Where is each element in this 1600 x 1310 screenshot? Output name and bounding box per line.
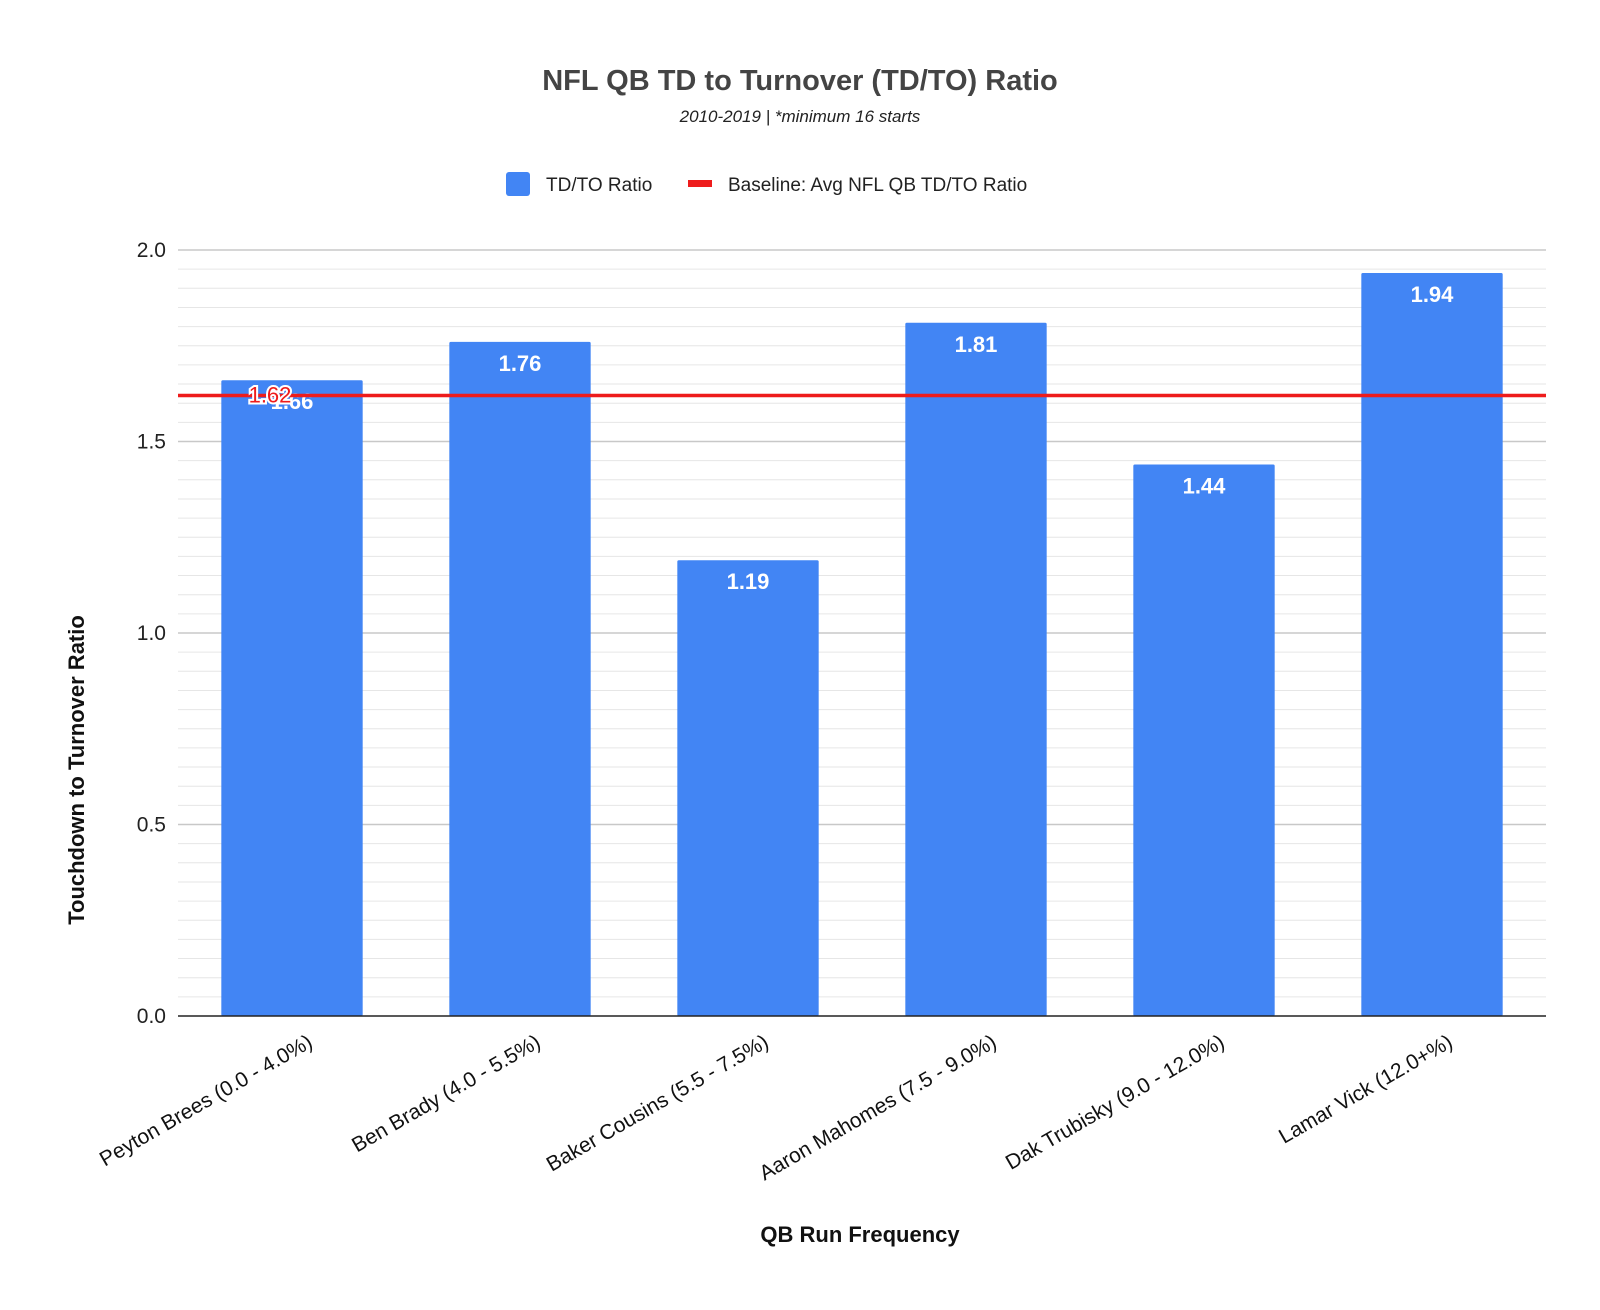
x-tick-label: Baker Cousins (5.5 - 7.5%): [543, 1030, 773, 1176]
legend: TD/TO Ratio Baseline: Avg NFL QB TD/TO R…: [506, 172, 1027, 196]
y-tick-label: 1.5: [137, 431, 166, 454]
x-tick-label: Lamar Vick (12.0+%): [1275, 1030, 1456, 1148]
gridlines: [178, 249, 1546, 998]
bar: [221, 380, 363, 1017]
baseline: 1.62: [178, 381, 1546, 410]
chart-title: NFL QB TD to Turnover (TD/TO) Ratio: [542, 65, 1058, 97]
bar: [1361, 272, 1503, 1017]
x-tick-label: Aaron Mahomes (7.5 - 9.0%): [755, 1030, 1000, 1185]
bar: [1133, 464, 1275, 1017]
bar-data-label: 1.94: [1411, 282, 1455, 307]
bars: 1.66 1.76 1.19 1.81 1.44 1.94: [221, 272, 1503, 1017]
bar: [677, 560, 819, 1016]
chart-subtitle: 2010-2019 | *minimum 16 starts: [679, 107, 921, 126]
x-tick-label: Ben Brady (4.0 - 5.5%): [348, 1030, 544, 1157]
x-tick-label: Peyton Brees (0.0 - 4.0%): [96, 1030, 317, 1171]
y-tick-label: 1.0: [137, 622, 166, 645]
y-tick-label: 0.5: [137, 814, 166, 837]
bar: [905, 322, 1047, 1016]
y-axis-ticks: 0.0 0.5 1.0 1.5 2.0: [137, 239, 166, 1028]
legend-label-baseline: Baseline: Avg NFL QB TD/TO Ratio: [728, 175, 1027, 196]
legend-swatch-baseline: [688, 180, 712, 187]
x-tick-label: Dak Trubisky (9.0 - 12.0%): [1002, 1030, 1229, 1174]
bar-data-label: 1.19: [727, 569, 770, 594]
legend-label-bars: TD/TO Ratio: [546, 175, 652, 196]
x-axis-title: QB Run Frequency: [760, 1222, 960, 1247]
bar-data-label: 1.76: [499, 351, 542, 376]
bar-data-label: 1.81: [955, 332, 998, 357]
bar: [449, 341, 591, 1016]
y-tick-label: 2.0: [137, 239, 166, 262]
bar-data-label: 1.44: [1183, 473, 1227, 498]
baseline-data-label: 1.62: [249, 383, 292, 408]
y-axis-title: Touchdown to Turnover Ratio: [64, 615, 89, 925]
x-axis-labels: Peyton Brees (0.0 - 4.0%) Ben Brady (4.0 …: [96, 1030, 1457, 1185]
y-tick-label: 0.0: [137, 1005, 166, 1028]
legend-swatch-bars: [506, 172, 530, 196]
bar-data-label: 1.66: [271, 389, 314, 414]
